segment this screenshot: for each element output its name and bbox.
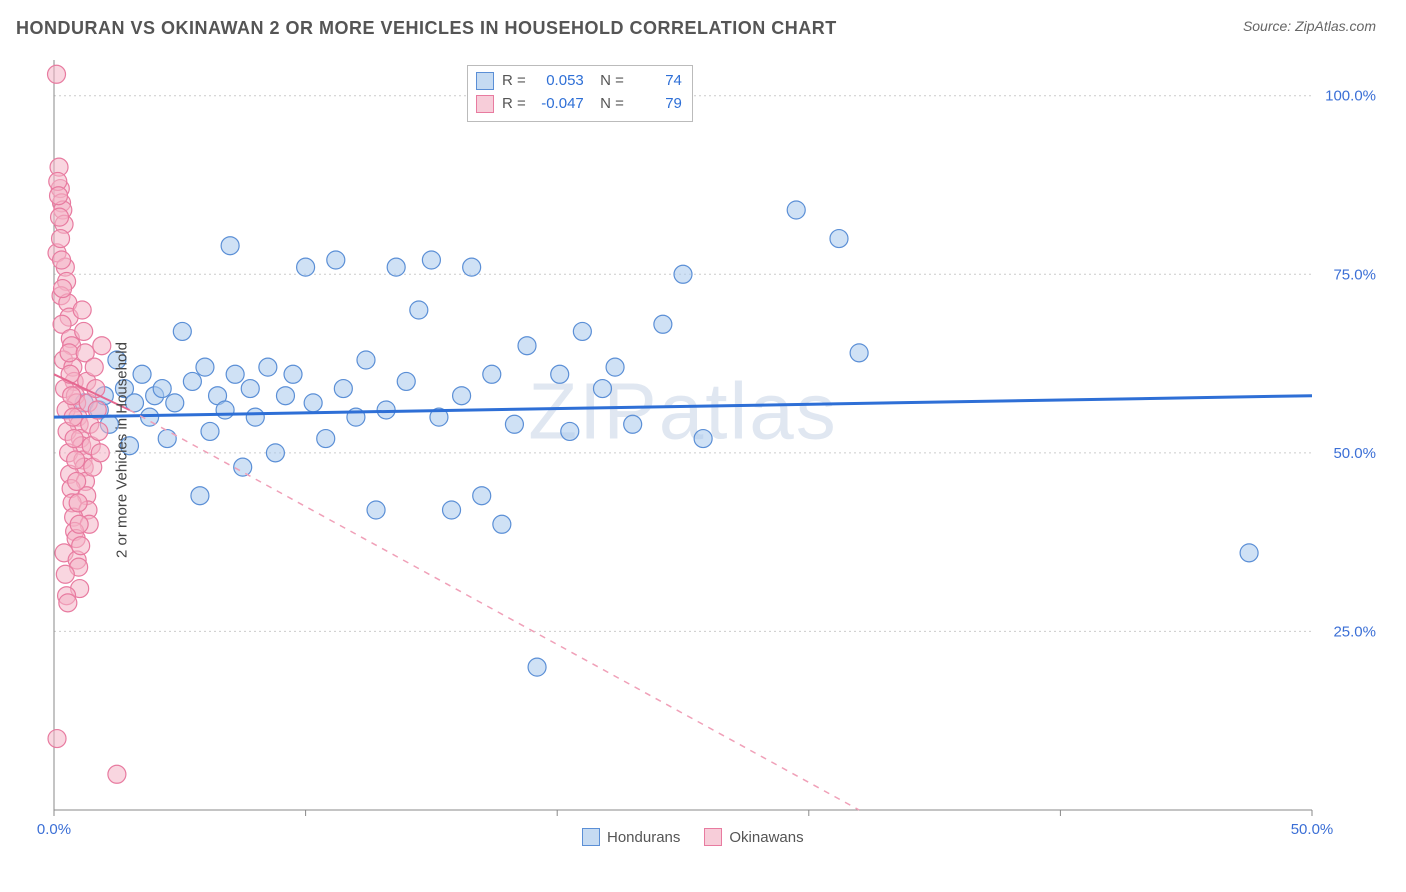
stat-label: R = bbox=[502, 93, 526, 116]
legend-item-hondurans: Hondurans bbox=[582, 828, 680, 846]
legend-label: Okinawans bbox=[729, 829, 803, 846]
svg-text:50.0%: 50.0% bbox=[1291, 821, 1334, 838]
svg-text:0.0%: 0.0% bbox=[37, 821, 71, 838]
y-axis-label: 2 or more Vehicles in Household bbox=[113, 342, 130, 558]
legend-label: Hondurans bbox=[607, 829, 680, 846]
svg-text:50.0%: 50.0% bbox=[1333, 445, 1376, 462]
swatch-blue bbox=[582, 828, 600, 846]
legend: Hondurans Okinawans bbox=[582, 828, 804, 846]
chart-title: HONDURAN VS OKINAWAN 2 OR MORE VEHICLES … bbox=[16, 18, 837, 39]
stats-row-hondurans: R = 0.053 N = 74 bbox=[476, 70, 682, 93]
scatter-plot-svg: 25.0% 50.0% 75.0% 100.0% ZIPatlas 0.0% 50.0% bbox=[22, 50, 1382, 850]
svg-text:100.0%: 100.0% bbox=[1325, 88, 1376, 105]
legend-item-okinawans: Okinawans bbox=[704, 828, 803, 846]
svg-text:ZIPatlas: ZIPatlas bbox=[528, 367, 837, 456]
svg-text:25.0%: 25.0% bbox=[1333, 623, 1376, 640]
stat-label: N = bbox=[592, 93, 624, 116]
n-value-okinawans: 79 bbox=[632, 93, 682, 116]
n-value-hondurans: 74 bbox=[632, 70, 682, 93]
svg-text:75.0%: 75.0% bbox=[1333, 266, 1376, 283]
r-value-okinawans: -0.047 bbox=[534, 93, 584, 116]
swatch-blue bbox=[476, 72, 494, 90]
r-value-hondurans: 0.053 bbox=[534, 70, 584, 93]
swatch-pink bbox=[704, 828, 722, 846]
chart-container: 2 or more Vehicles in Household 25.0% 50.… bbox=[22, 50, 1382, 850]
stat-label: R = bbox=[502, 70, 526, 93]
swatch-pink bbox=[476, 95, 494, 113]
correlation-stats-box: R = 0.053 N = 74 R = -0.047 N = 79 bbox=[467, 65, 693, 122]
stat-label: N = bbox=[592, 70, 624, 93]
source-attribution: Source: ZipAtlas.com bbox=[1243, 18, 1376, 34]
stats-row-okinawans: R = -0.047 N = 79 bbox=[476, 93, 682, 116]
